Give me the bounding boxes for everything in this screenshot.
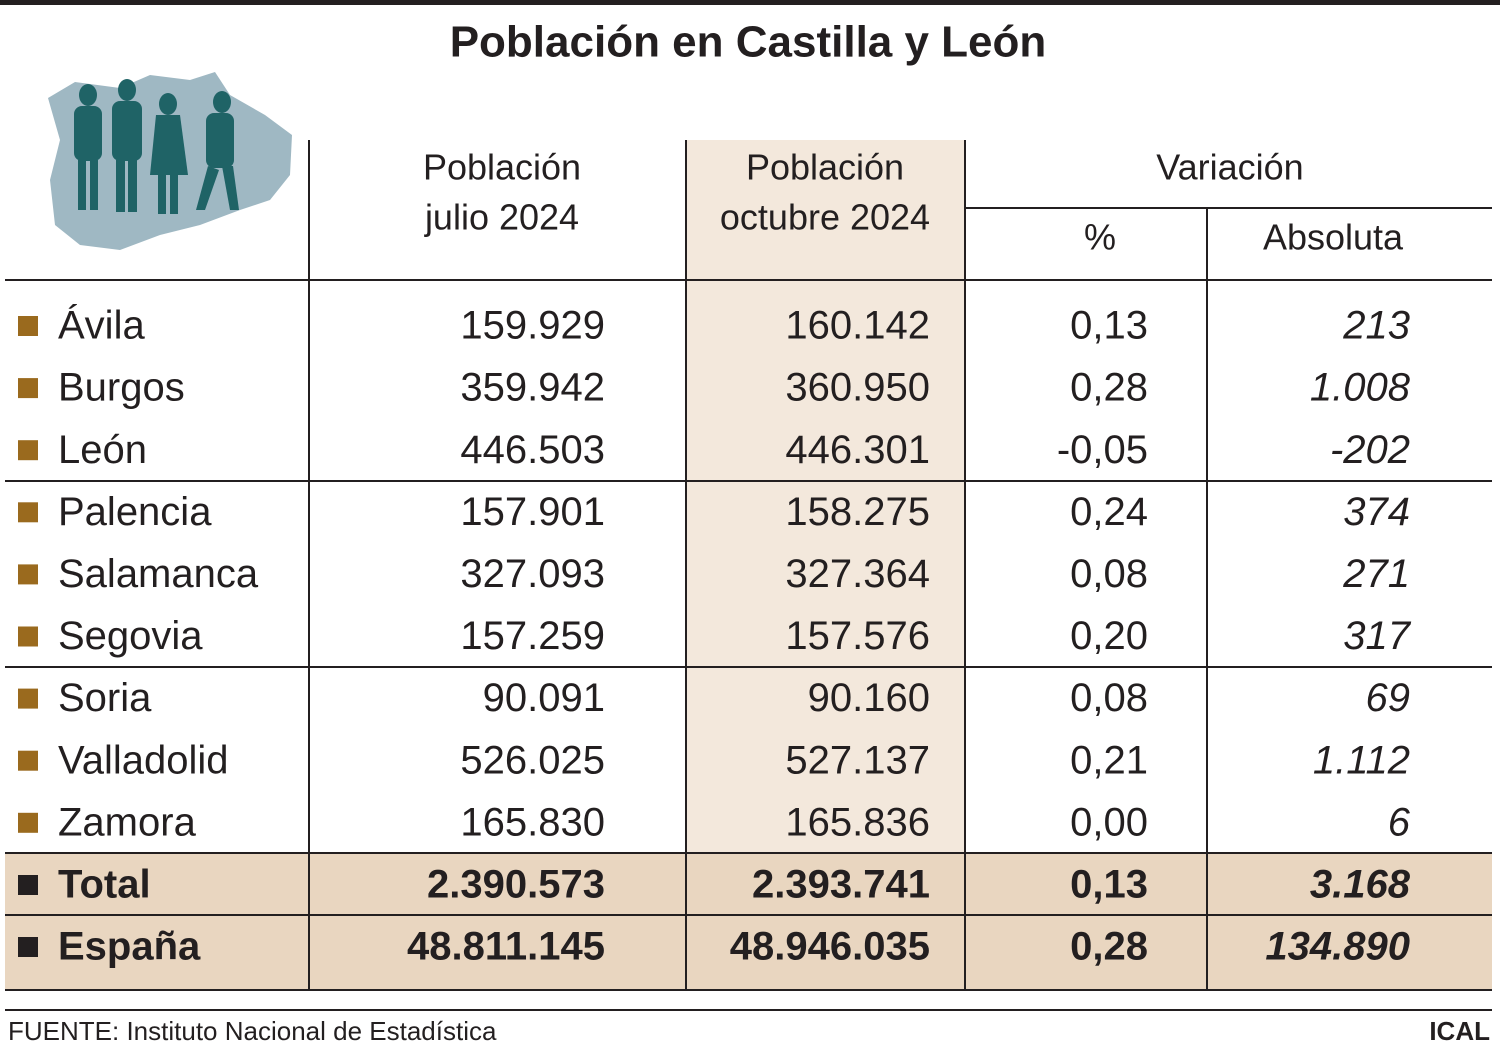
row-label: León xyxy=(58,428,147,472)
cell-value: 360.950 xyxy=(785,366,930,410)
row-label: Valladolid xyxy=(58,738,229,782)
col-header: Variación xyxy=(1156,147,1303,188)
row-label: Total xyxy=(58,863,151,907)
row-label: Palencia xyxy=(58,490,212,534)
cell-value: 0,20 xyxy=(1070,614,1148,658)
col-header: Población xyxy=(746,147,904,188)
rules xyxy=(5,140,1492,1011)
cell-value: 0,28 xyxy=(1070,366,1148,410)
cell-value: 1.008 xyxy=(1310,366,1411,410)
cell-value: 374 xyxy=(1343,490,1410,534)
cell-value: 526.025 xyxy=(460,738,605,782)
row-marker xyxy=(18,688,38,709)
cell-value: 446.503 xyxy=(460,428,605,472)
top-bar xyxy=(0,0,1500,5)
cell-value: 327.093 xyxy=(460,552,605,596)
cell-value: 48.946.035 xyxy=(730,925,930,969)
cell-value: -202 xyxy=(1330,428,1410,472)
cell-value: -0,05 xyxy=(1057,428,1148,472)
col-header: Población xyxy=(423,147,581,188)
source: FUENTE: Instituto Nacional de Estadístic… xyxy=(8,1016,497,1046)
cell-value: 271 xyxy=(1342,552,1410,596)
cell-value: 3.168 xyxy=(1310,863,1411,907)
row-marker xyxy=(18,502,38,523)
cell-value: 0,00 xyxy=(1070,800,1148,844)
cell-value: 134.890 xyxy=(1265,925,1410,969)
col-header: octubre 2024 xyxy=(720,197,930,238)
cell-value: 2.393.741 xyxy=(752,863,930,907)
cell-value: 327.364 xyxy=(785,552,930,596)
row-label: Salamanca xyxy=(58,552,259,596)
cell-value: 159.929 xyxy=(460,304,605,348)
cell-value: 165.836 xyxy=(785,800,930,844)
row-marker xyxy=(18,316,38,336)
col-header: % xyxy=(1084,217,1116,258)
cell-value: 1.112 xyxy=(1313,738,1410,782)
highlight-column xyxy=(686,140,965,853)
row-label: Soria xyxy=(58,676,152,720)
cell-value: 157.576 xyxy=(785,614,930,658)
cell-value: 0,28 xyxy=(1070,925,1148,969)
map-icon xyxy=(48,72,292,250)
cell-value: 2.390.573 xyxy=(427,863,605,907)
cell-value: 158.275 xyxy=(785,490,930,534)
col-header: julio 2024 xyxy=(424,197,579,238)
cell-value: 0,13 xyxy=(1070,304,1148,348)
col-header: Absoluta xyxy=(1263,217,1404,258)
title: Población en Castilla y León xyxy=(450,18,1047,67)
row-marker xyxy=(18,875,38,895)
summary-bg xyxy=(5,853,1492,990)
row-label: Segovia xyxy=(58,614,203,658)
row-marker xyxy=(18,378,38,399)
cell-value: 48.811.145 xyxy=(407,925,605,969)
row-label: España xyxy=(58,925,201,969)
cell-value: 165.830 xyxy=(460,800,605,844)
row-marker xyxy=(18,812,38,833)
cell-value: 317 xyxy=(1343,614,1411,658)
cell-value: 213 xyxy=(1342,304,1410,348)
agency: ICAL xyxy=(1429,1016,1490,1046)
cell-value: 69 xyxy=(1366,676,1411,720)
cell-value: 157.259 xyxy=(460,614,605,658)
cell-value: 359.942 xyxy=(460,366,605,410)
row-label: Zamora xyxy=(58,800,197,844)
row-marker xyxy=(18,937,38,957)
cell-value: 6 xyxy=(1388,800,1411,844)
cell-value: 527.137 xyxy=(785,738,930,782)
cell-value: 0,24 xyxy=(1070,490,1148,534)
cell-value: 0,13 xyxy=(1070,863,1148,907)
cell-value: 0,08 xyxy=(1070,676,1148,720)
cell-value: 90.091 xyxy=(483,676,605,720)
cell-value: 160.142 xyxy=(785,304,930,348)
row-marker xyxy=(18,440,38,461)
row-label: Ávila xyxy=(58,303,145,348)
cell-value: 446.301 xyxy=(785,428,930,472)
cell-value: 0,21 xyxy=(1070,738,1148,782)
row-marker xyxy=(18,626,38,647)
cell-value: 0,08 xyxy=(1070,552,1148,596)
cell-value: 157.901 xyxy=(460,490,605,534)
row-marker xyxy=(18,564,38,585)
cell-value: 90.160 xyxy=(808,676,930,720)
row-label: Burgos xyxy=(58,366,185,410)
row-marker xyxy=(18,750,38,771)
